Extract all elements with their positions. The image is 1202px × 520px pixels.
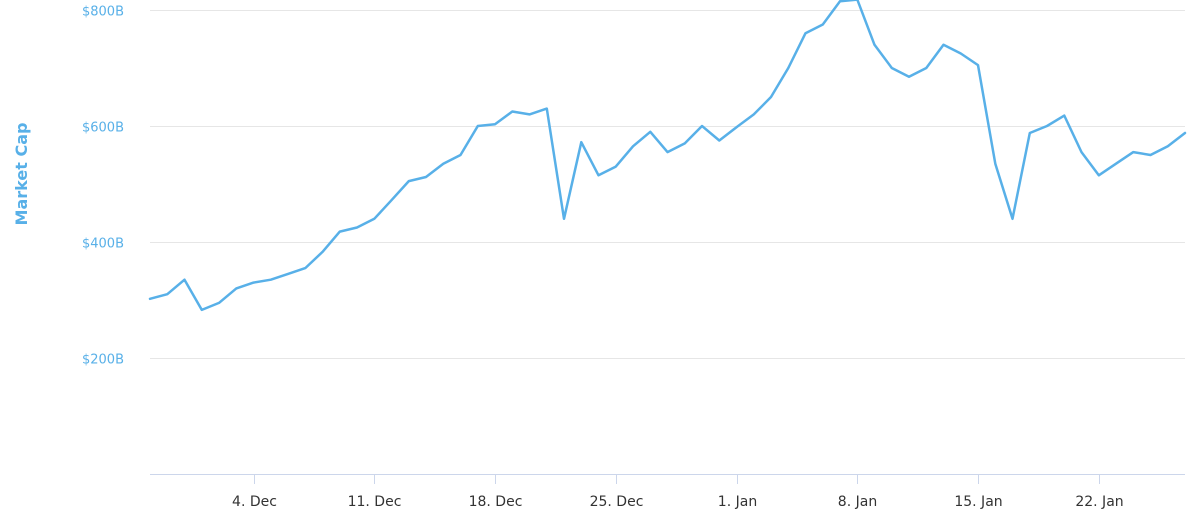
y-axis-title: Market Cap <box>12 123 31 226</box>
x-tick-label: 18. Dec <box>469 494 523 510</box>
data-point <box>666 150 670 154</box>
y-tick-label: $400B <box>82 237 124 252</box>
data-point <box>355 226 359 230</box>
y-tick-label: $800B <box>82 5 124 20</box>
series-line-market-cap <box>148 0 1187 312</box>
data-point <box>165 292 169 296</box>
data-point <box>321 250 325 254</box>
data-point <box>873 43 877 47</box>
data-point <box>821 23 825 27</box>
data-point <box>1080 150 1084 154</box>
data-point <box>390 198 394 202</box>
x-tick-label: 25. Dec <box>590 494 644 510</box>
data-point <box>579 140 583 144</box>
data-point <box>148 297 152 301</box>
data-point <box>269 278 273 282</box>
data-point <box>924 66 928 70</box>
data-point <box>441 162 445 166</box>
data-point <box>769 95 773 99</box>
data-point <box>338 230 342 234</box>
data-point <box>717 139 721 143</box>
data-point <box>597 173 601 177</box>
data-point <box>1062 114 1066 118</box>
y-tick-label: $200B <box>82 353 124 368</box>
data-point <box>1166 144 1170 148</box>
data-point <box>735 125 739 129</box>
series-layer <box>148 0 1187 312</box>
data-point <box>1097 173 1101 177</box>
data-point <box>752 112 756 116</box>
x-tick-label: 8. Jan <box>838 494 877 510</box>
data-point <box>562 217 566 221</box>
data-point <box>424 175 428 179</box>
x-tick-label: 4. Dec <box>232 494 277 510</box>
x-tick-label: 15. Jan <box>954 494 1002 510</box>
data-point <box>1028 131 1032 135</box>
data-point <box>1131 150 1135 154</box>
data-point <box>286 272 290 276</box>
data-point <box>804 31 808 35</box>
data-point <box>786 66 790 70</box>
data-point <box>648 130 652 134</box>
data-point <box>1011 217 1015 221</box>
data-point <box>217 301 221 305</box>
data-point <box>942 43 946 47</box>
data-point <box>1114 162 1118 166</box>
y-tick-label: $600B <box>82 121 124 136</box>
data-point <box>476 124 480 128</box>
data-point <box>976 63 980 67</box>
axis-layer <box>150 474 1185 484</box>
data-point <box>372 217 376 221</box>
x-tick-label: 11. Dec <box>348 494 402 510</box>
data-point <box>303 266 307 270</box>
data-point <box>528 112 532 116</box>
x-tick-label: 1. Jan <box>718 494 757 510</box>
data-point <box>1149 153 1153 157</box>
grid-layer <box>150 10 1185 359</box>
data-point <box>407 179 411 183</box>
data-point <box>183 278 187 282</box>
data-point <box>890 66 894 70</box>
data-point <box>1183 131 1187 135</box>
label-layer: $200B $400B $600B $800B 4. Dec 11. Dec 18. Dec… <box>82 5 1124 511</box>
data-point <box>700 124 704 128</box>
data-point <box>510 110 514 114</box>
data-point <box>993 162 997 166</box>
data-point <box>252 281 256 285</box>
data-point <box>959 52 963 56</box>
data-point <box>614 165 618 169</box>
data-point <box>200 308 204 312</box>
data-point <box>234 286 238 290</box>
data-point <box>545 107 549 111</box>
data-point <box>493 122 497 126</box>
x-tick-label: 22. Jan <box>1075 494 1123 510</box>
data-point <box>907 75 911 79</box>
data-point <box>459 153 463 157</box>
data-point <box>631 144 635 148</box>
data-point <box>1045 124 1049 128</box>
data-point <box>683 141 687 145</box>
